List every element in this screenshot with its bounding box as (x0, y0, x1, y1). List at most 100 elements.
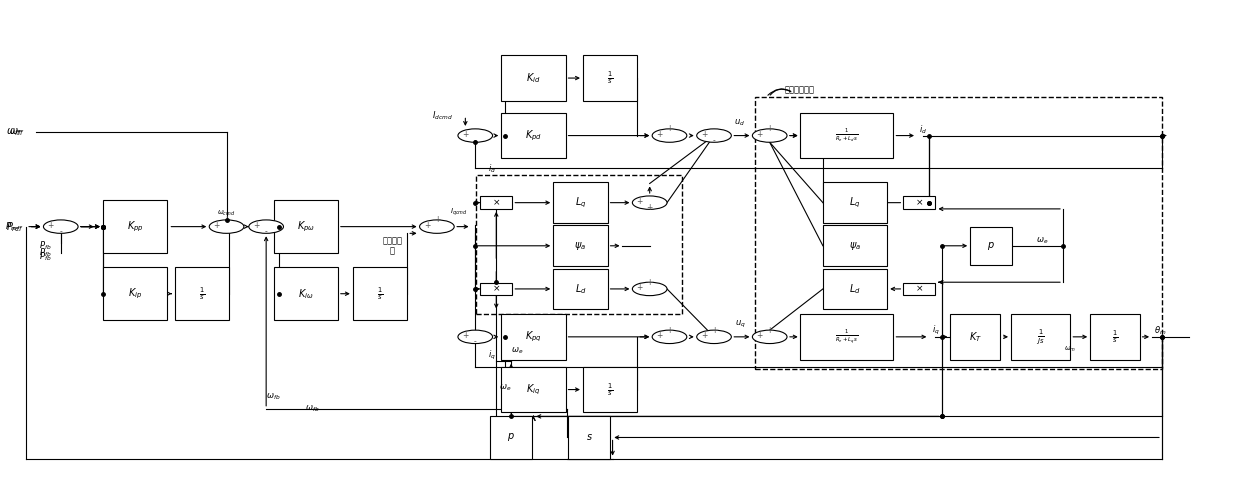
Bar (274, 200, 339, 253)
Circle shape (697, 330, 732, 344)
Text: $\times$: $\times$ (915, 284, 924, 294)
Text: -: - (60, 228, 62, 236)
Circle shape (458, 330, 492, 344)
Text: $P_{fb}$: $P_{fb}$ (38, 250, 51, 263)
Bar (1090, 314, 1140, 360)
Text: $K_{id}$: $K_{id}$ (526, 71, 541, 85)
Text: -: - (713, 136, 715, 146)
Circle shape (753, 330, 787, 344)
Text: +: + (636, 197, 644, 206)
Circle shape (652, 330, 687, 344)
Bar (501, 314, 565, 360)
Text: +: + (666, 326, 672, 335)
Text: $K_{ip}$: $K_{ip}$ (128, 286, 143, 301)
Text: +: + (424, 221, 430, 230)
Bar (950, 314, 999, 360)
Circle shape (652, 129, 687, 142)
Text: +: + (646, 203, 653, 213)
Bar (903, 282, 935, 295)
Bar (553, 182, 608, 223)
Text: $\omega_{ff}$: $\omega_{ff}$ (6, 126, 22, 138)
Text: $\frac{1}{s}$: $\frac{1}{s}$ (606, 381, 614, 398)
Text: +: + (701, 331, 707, 340)
Text: +: + (756, 130, 763, 139)
Text: $s$: $s$ (585, 432, 593, 442)
Text: +: + (646, 278, 653, 287)
Bar (1011, 314, 1070, 360)
Text: $\frac{1}{Js}$: $\frac{1}{Js}$ (1037, 327, 1045, 346)
Bar (352, 268, 407, 320)
Text: $L_q$: $L_q$ (849, 196, 861, 210)
Circle shape (210, 220, 244, 233)
Text: $\omega_{fb}$: $\omega_{fb}$ (305, 403, 319, 414)
Text: $\frac{1}{s}$: $\frac{1}{s}$ (198, 285, 205, 302)
Text: $L_q$: $L_q$ (574, 196, 587, 210)
Bar (583, 55, 637, 101)
Bar (903, 197, 935, 209)
Text: $i_d$: $i_d$ (487, 162, 496, 175)
Text: $P_{fb}$: $P_{fb}$ (38, 247, 51, 259)
Text: $K_{pd}$: $K_{pd}$ (525, 128, 542, 143)
Text: $u_q$: $u_q$ (734, 319, 745, 330)
Text: +: + (666, 124, 672, 134)
Text: $L_d$: $L_d$ (849, 282, 861, 296)
Bar (274, 268, 339, 320)
Text: $i_q$: $i_q$ (487, 348, 496, 362)
Text: $\omega_e$: $\omega_e$ (498, 382, 511, 393)
Text: +: + (656, 331, 662, 340)
Text: +: + (701, 130, 707, 139)
Text: $p$: $p$ (987, 240, 994, 252)
Text: +: + (766, 124, 773, 134)
Text: $\psi_a$: $\psi_a$ (574, 240, 587, 252)
Text: $I_{qcmd}$: $I_{qcmd}$ (450, 206, 467, 218)
Text: +: + (756, 331, 763, 340)
Text: $\omega_m$: $\omega_m$ (1064, 345, 1076, 354)
Bar (755, 97, 1162, 369)
Text: +: + (463, 130, 469, 139)
Text: $K_T$: $K_T$ (968, 330, 982, 344)
Text: $\omega_e$: $\omega_e$ (1035, 236, 1048, 246)
Text: $\frac{1}{R_e+L_ds}$: $\frac{1}{R_e+L_ds}$ (835, 127, 858, 144)
Text: -: - (474, 136, 476, 146)
Circle shape (43, 220, 78, 233)
Text: $P_{fb}$: $P_{fb}$ (38, 240, 51, 252)
Text: $\frac{1}{s}$: $\frac{1}{s}$ (377, 285, 383, 302)
Circle shape (419, 220, 454, 233)
Text: +: + (636, 283, 644, 292)
Text: +: + (223, 215, 229, 224)
Text: $\times$: $\times$ (915, 198, 924, 207)
Circle shape (632, 282, 667, 295)
Circle shape (697, 129, 732, 142)
Bar (103, 268, 167, 320)
Text: $\omega_{fb}$: $\omega_{fb}$ (267, 391, 280, 402)
Text: +: + (434, 215, 440, 224)
Bar (553, 226, 608, 266)
Text: $P_{ref}$: $P_{ref}$ (6, 220, 25, 233)
Bar (553, 268, 608, 309)
Text: 解耦补偿
器: 解耦补偿 器 (382, 236, 402, 255)
Text: +: + (656, 130, 662, 139)
Text: $\omega_{ff}$: $\omega_{ff}$ (9, 126, 25, 138)
Bar (175, 268, 229, 320)
Text: $\omega_e$: $\omega_e$ (511, 346, 523, 356)
Text: $\frac{1}{R_e+L_qs}$: $\frac{1}{R_e+L_qs}$ (835, 328, 858, 346)
Circle shape (249, 220, 284, 233)
Text: $\psi_a$: $\psi_a$ (849, 240, 861, 252)
Bar (476, 175, 682, 314)
Text: $i_q$: $i_q$ (931, 324, 940, 337)
Text: $I_{dcmd}$: $I_{dcmd}$ (432, 109, 453, 121)
Text: -: - (474, 337, 476, 347)
Text: $K_{iq}$: $K_{iq}$ (526, 382, 541, 397)
Bar (583, 367, 637, 412)
Text: $K_{pq}$: $K_{pq}$ (525, 330, 542, 344)
Bar (501, 55, 565, 101)
Text: +: + (47, 221, 55, 230)
Circle shape (753, 129, 787, 142)
Text: +: + (253, 221, 259, 230)
Text: +: + (766, 326, 773, 335)
Bar (490, 416, 532, 459)
Text: $L_d$: $L_d$ (574, 282, 587, 296)
Bar (568, 416, 610, 459)
Text: $\omega_{cmd}$: $\omega_{cmd}$ (217, 209, 236, 218)
Bar (480, 197, 512, 209)
